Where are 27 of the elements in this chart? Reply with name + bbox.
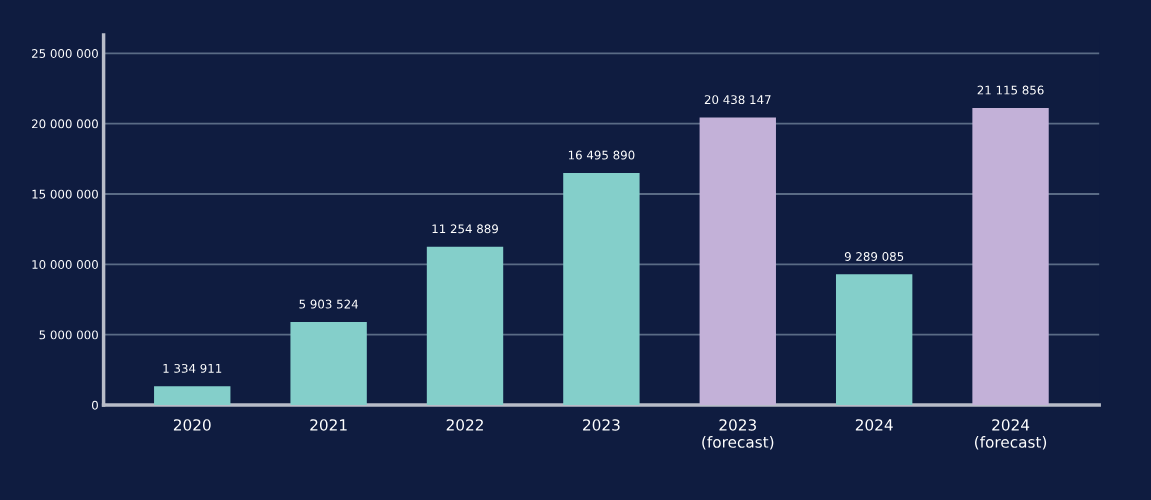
y-tick-label: 10 000 000 (32, 260, 98, 269)
data-label: 21 115 856 (977, 85, 1044, 95)
y-tick-label: 0 (92, 400, 98, 410)
data-label: 1 334 911 (163, 363, 222, 373)
data-label: 9 289 085 (844, 251, 904, 261)
data-label: 5 903 524 (299, 299, 359, 309)
x-tick-label: 2020 (173, 419, 211, 431)
x-tick-label: 2022 (446, 419, 483, 431)
x-tick-label: 2023 (forecast) (702, 419, 774, 450)
bar (972, 107, 1049, 405)
x-tick-label: 2024 (forecast) (975, 419, 1047, 450)
data-label: 16 495 890 (568, 150, 635, 160)
bar (426, 246, 504, 405)
bar (835, 274, 913, 405)
y-tick-label: 15 000 000 (32, 189, 98, 199)
bar (154, 386, 231, 405)
bar (290, 321, 367, 405)
y-tick-label: 20 000 000 (32, 119, 98, 129)
data-label: 11 254 889 (432, 224, 498, 234)
data-label: 20 438 147 (704, 95, 771, 105)
bar (699, 117, 776, 405)
bar (563, 172, 640, 405)
y-tick-label: 25 000 000 (32, 49, 98, 58)
x-tick-label: 2021 (310, 419, 347, 431)
y-tick-label: 5 000 000 (39, 330, 98, 340)
x-tick-label: 2024 (855, 419, 893, 431)
x-tick-label: 2023 (583, 419, 620, 431)
